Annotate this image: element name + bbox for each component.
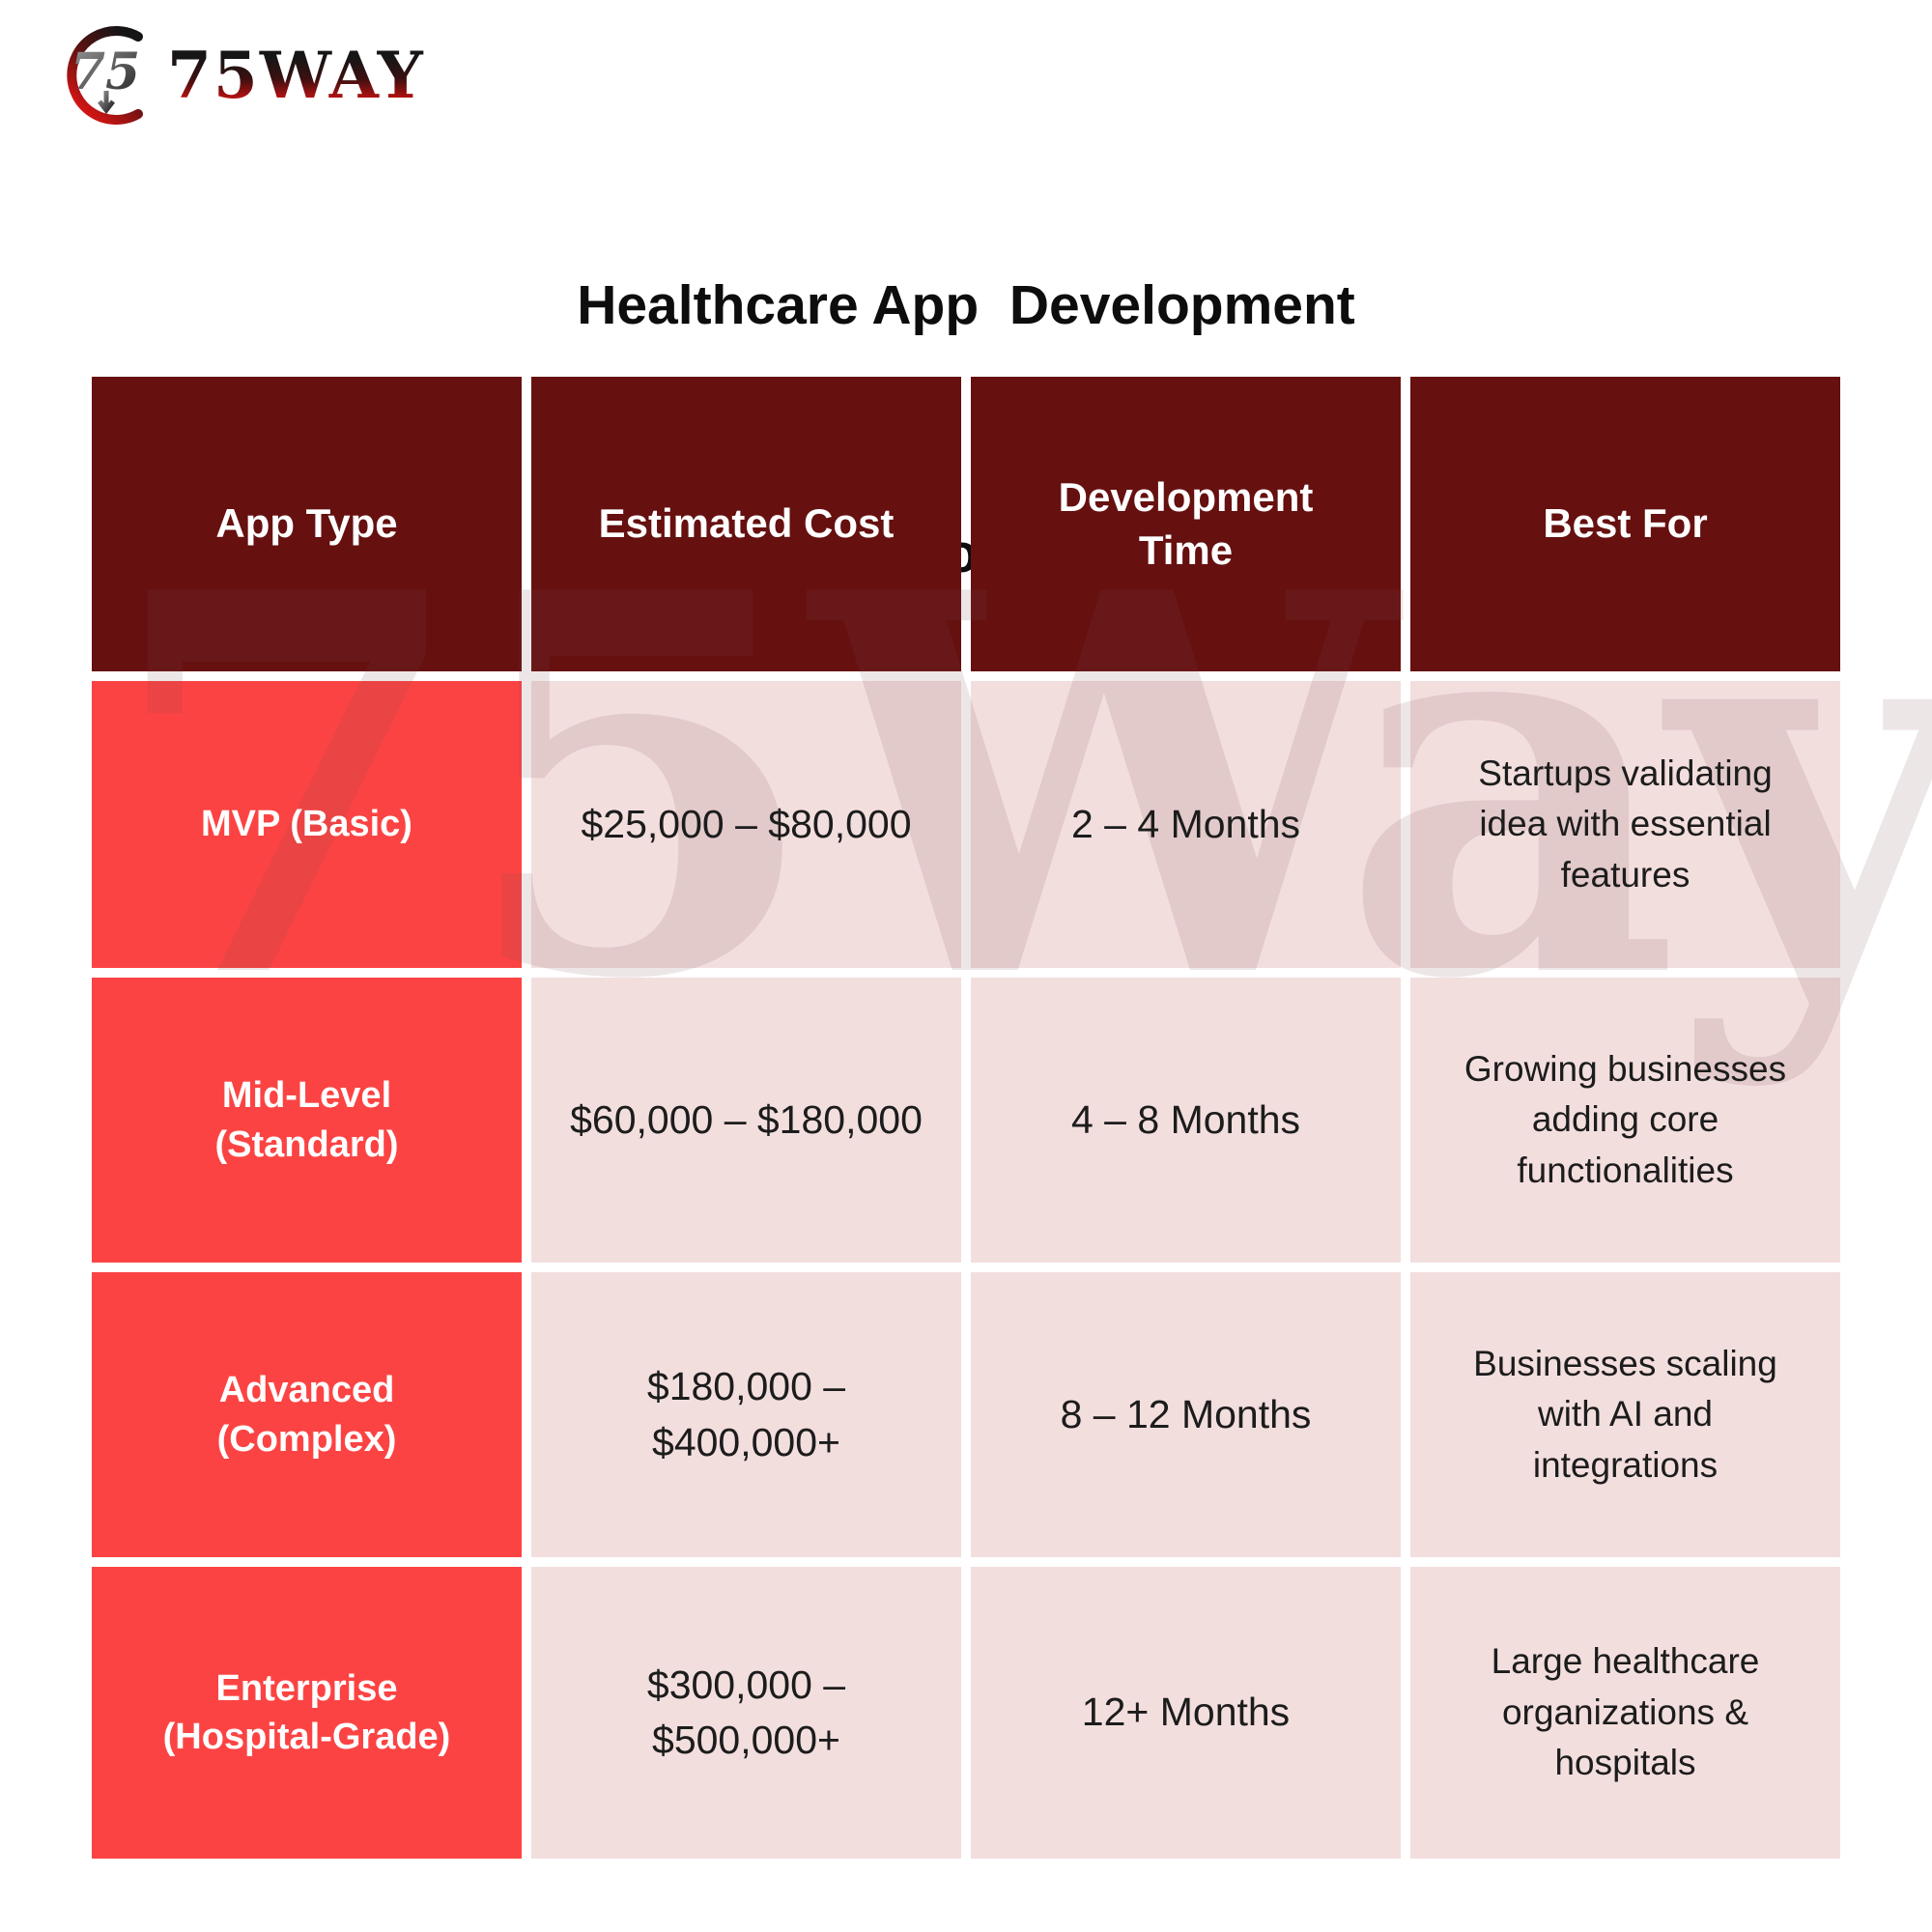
logo-arrow-icon — [98, 91, 115, 115]
row-advanced-app-type: Advanced (Complex) — [92, 1272, 522, 1557]
row-midlevel-estimated-cost: $60,000 – $180,000 — [531, 978, 961, 1263]
row-enterprise-best-for: Large healthcare organizations & hospita… — [1410, 1567, 1840, 1859]
row-enterprise-app-type: Enterprise (Hospital-Grade) — [92, 1567, 522, 1859]
row-mvp-best-for: Startups validating idea with essential … — [1410, 681, 1840, 968]
logo-crescent-icon — [67, 26, 143, 125]
app-type-label: Enterprise (Hospital-Grade) — [162, 1667, 451, 1757]
table-header-estimated-cost: Estimated Cost — [531, 377, 961, 671]
row-advanced-estimated-cost: $180,000 – $400,000+ — [531, 1272, 961, 1557]
row-enterprise-estimated-cost: $300,000 – $500,000+ — [531, 1567, 961, 1859]
time-value: 4 – 8 Months — [1070, 1096, 1301, 1142]
page-title-line1: Healthcare App Development — [577, 274, 1355, 336]
brand-logo-icon: 75 — [67, 26, 143, 125]
header-label: Development Time — [1058, 473, 1314, 573]
best-for-value: Large healthcare organizations & hospita… — [1491, 1641, 1760, 1783]
cost-value: $60,000 – $180,000 — [570, 1096, 923, 1142]
brand-logo: 75 75WAY — [53, 21, 425, 129]
header-label: Estimated Cost — [598, 500, 895, 547]
header-label: App Type — [215, 500, 398, 547]
app-type-label: MVP (Basic) — [201, 804, 412, 845]
table-header-development-time: Development Time — [971, 377, 1401, 671]
time-value: 12+ Months — [1081, 1690, 1291, 1735]
table-header-best-for: Best For — [1410, 377, 1840, 671]
pricing-table: App Type Estimated Cost Development Time… — [92, 377, 1840, 1859]
row-mvp-app-type: MVP (Basic) — [92, 681, 522, 968]
best-for-value: Growing businesses adding core functiona… — [1463, 1048, 1787, 1190]
app-type-label: Mid-Level (Standard) — [214, 1075, 399, 1165]
row-advanced-development-time: 8 – 12 Months — [971, 1272, 1401, 1557]
cost-value: $25,000 – $80,000 — [581, 801, 912, 846]
cost-value: $180,000 – $400,000+ — [646, 1364, 846, 1464]
row-mvp-development-time: 2 – 4 Months — [971, 681, 1401, 968]
row-midlevel-development-time: 4 – 8 Months — [971, 978, 1401, 1263]
row-midlevel-app-type: Mid-Level (Standard) — [92, 978, 522, 1263]
time-value: 2 – 4 Months — [1070, 801, 1301, 846]
brand-wordmark: 75WAY — [167, 38, 425, 113]
row-advanced-best-for: Businesses scaling with AI and integrati… — [1410, 1272, 1840, 1557]
best-for-value: Startups validating idea with essential … — [1478, 753, 1773, 895]
table-header-app-type: App Type — [92, 377, 522, 671]
row-mvp-estimated-cost: $25,000 – $80,000 — [531, 681, 961, 968]
cost-value: $300,000 – $500,000+ — [646, 1662, 846, 1762]
best-for-value: Businesses scaling with AI and integrati… — [1473, 1343, 1777, 1485]
row-midlevel-best-for: Growing businesses adding core functiona… — [1410, 978, 1840, 1263]
header-label: Best For — [1543, 500, 1708, 547]
row-enterprise-development-time: 12+ Months — [971, 1567, 1401, 1859]
time-value: 8 – 12 Months — [1060, 1391, 1312, 1436]
page-title: Healthcare App Development Cost — [0, 99, 1932, 760]
app-type-label: Advanced (Complex) — [216, 1370, 397, 1460]
